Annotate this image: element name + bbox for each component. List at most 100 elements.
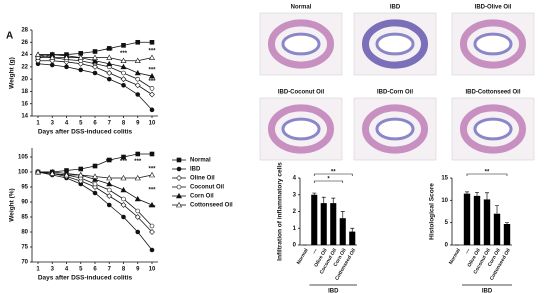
marker — [63, 54, 70, 60]
y-tick-label: 0 — [293, 243, 297, 249]
bracket — [466, 173, 508, 176]
x-tick-label: 6 — [93, 121, 97, 127]
marker — [92, 70, 98, 76]
marker — [106, 187, 112, 193]
marker — [121, 70, 126, 76]
tissue-inner — [281, 32, 321, 56]
marker — [78, 67, 84, 73]
error-bar — [350, 227, 355, 232]
x-axis-label: Days after DSS-induced colitis — [38, 275, 133, 282]
marker — [92, 63, 98, 70]
legend-label: Normal — [190, 158, 211, 164]
marker — [135, 39, 141, 45]
marker — [149, 151, 155, 157]
marker — [149, 107, 155, 113]
marker — [77, 171, 84, 178]
annotation: *** — [148, 188, 156, 194]
marker — [121, 43, 126, 48]
y-tick-label: 20 — [21, 77, 28, 83]
y-tick-label: 16 — [21, 101, 28, 107]
marker — [121, 214, 126, 220]
annotation: ** — [93, 63, 98, 69]
marker — [120, 63, 127, 70]
marker — [91, 57, 99, 64]
x-tick-label: 3 — [51, 121, 55, 127]
marker — [135, 229, 141, 235]
marker — [134, 57, 141, 64]
marker — [148, 201, 156, 208]
y-tick-label: 105 — [18, 155, 29, 161]
x-tick-label: 4 — [65, 267, 69, 273]
x-axis-label: Days after DSS-induced colitis — [38, 129, 133, 136]
x-tick-label: 7 — [108, 267, 112, 273]
bar — [330, 203, 337, 245]
tissue-inner — [375, 117, 415, 141]
bracket — [313, 173, 353, 176]
image-label: IBD-Cottonseed Oil — [466, 90, 521, 96]
error-bar — [321, 196, 326, 204]
tissue-inner — [473, 117, 513, 141]
legend-label: Coconut Oil — [190, 185, 224, 191]
bar — [339, 218, 346, 245]
error-bar — [340, 211, 345, 219]
tissue-ring — [361, 104, 429, 154]
bar — [503, 224, 511, 245]
marker — [78, 166, 84, 172]
x-tick-label: 9 — [136, 121, 140, 127]
bracket-label: ** — [485, 170, 490, 176]
bar — [493, 213, 501, 245]
y-tick-label: 2 — [293, 209, 297, 215]
x-tick-label: 9 — [136, 267, 140, 273]
marker — [77, 54, 84, 60]
marker — [148, 54, 156, 60]
y-tick-label: 100 — [18, 170, 29, 176]
y-tick-label: 3 — [293, 192, 297, 198]
legend-label: IBD — [190, 167, 201, 173]
y-tick-label: 24 — [21, 52, 28, 58]
legend-label: Cottonseed Oil — [190, 203, 233, 209]
x-tick-label: 7 — [108, 121, 112, 127]
y-tick-label: 15 — [441, 176, 448, 182]
annotation: *** — [148, 79, 156, 85]
tissue-inner — [473, 32, 513, 56]
legend-marker — [176, 166, 182, 172]
bar — [320, 203, 327, 245]
y-tick-label: 85 — [21, 215, 28, 221]
x-tick-label: 3 — [51, 267, 55, 273]
marker — [92, 190, 98, 196]
bar — [349, 231, 356, 245]
marker — [135, 92, 141, 97]
x-tick-label: 8 — [122, 121, 126, 127]
bracket — [313, 180, 344, 183]
marker — [91, 54, 99, 60]
marker — [49, 170, 56, 176]
marker — [135, 76, 141, 82]
image-label: IBD — [390, 5, 401, 11]
marker — [106, 180, 113, 187]
marker — [106, 174, 113, 181]
bar — [463, 193, 471, 245]
y-tick-label: 90 — [21, 200, 28, 206]
x-tick-label: — — [311, 248, 319, 255]
y-axis-label: Infiltration of inflammatory cells — [277, 162, 284, 261]
annotation: *** — [134, 159, 142, 165]
x-tick-label: 5 — [79, 121, 83, 127]
marker — [106, 76, 112, 82]
y-tick-label: 10 — [441, 198, 448, 204]
annotation: *** — [148, 206, 156, 212]
marker — [106, 193, 113, 199]
legend-marker — [176, 175, 182, 181]
image-label: Normal — [291, 5, 312, 11]
marker — [91, 176, 99, 182]
x-tick-label: 1 — [36, 267, 40, 273]
marker — [106, 46, 112, 51]
x-tick-label: 5 — [79, 267, 83, 273]
marker — [134, 195, 141, 202]
error-bar — [495, 205, 499, 214]
error-bar — [331, 197, 336, 204]
x-tick-label: 6 — [93, 267, 97, 273]
image-label: IBD-Coconut Oil — [278, 90, 325, 96]
marker — [91, 173, 99, 179]
legend-marker — [175, 201, 183, 208]
marker — [149, 223, 155, 229]
